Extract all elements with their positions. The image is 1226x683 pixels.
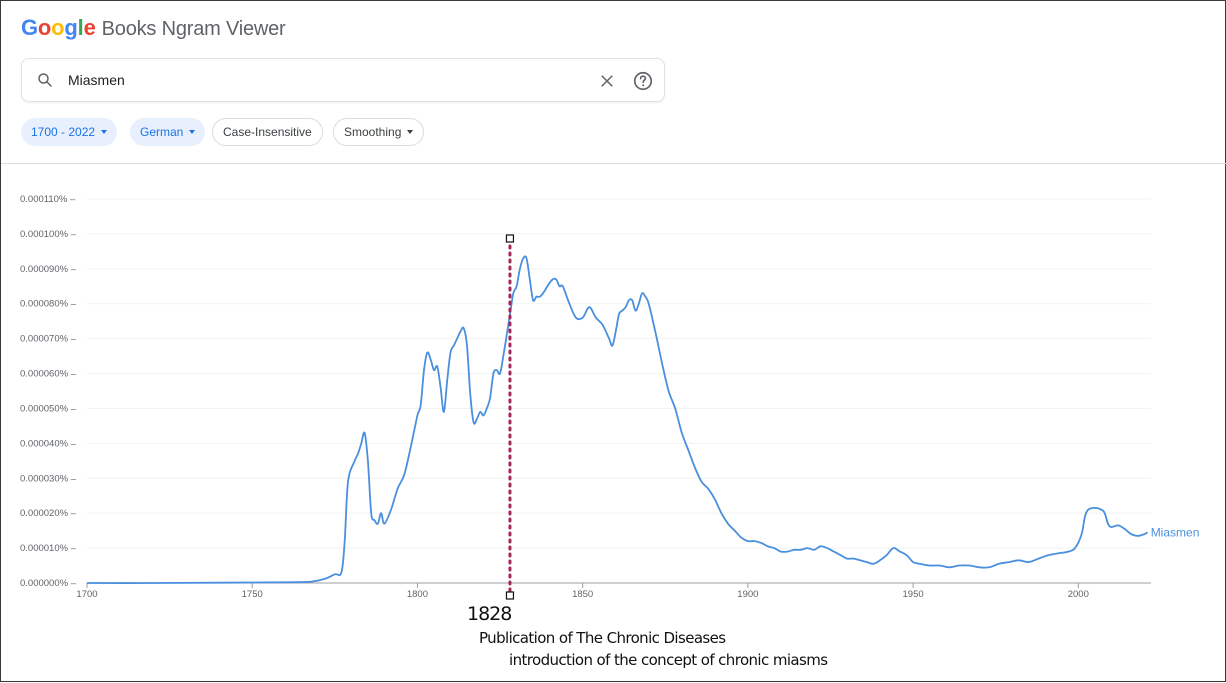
marker-handle-bottom	[505, 591, 515, 600]
corpus-label: German	[140, 125, 184, 139]
y-tick-label: 0.000030% –	[20, 473, 77, 484]
app-header: Google Books Ngram Viewer 1700 - 2022 Ge…	[1, 1, 1226, 164]
x-tick-label: 1850	[572, 589, 593, 600]
x-tick-label: 2000	[1068, 589, 1089, 600]
corpus-dropdown[interactable]: German	[130, 118, 206, 146]
y-tick-label: 0.000050% –	[20, 403, 77, 414]
x-tick-label: 1950	[903, 589, 924, 600]
case-insensitive-toggle[interactable]: Case-Insensitive	[212, 118, 323, 146]
x-tick-label: 1750	[242, 589, 263, 600]
year-range-label: 1700 - 2022	[31, 125, 96, 139]
smoothing-label: Smoothing	[344, 125, 402, 139]
chevron-down-icon	[189, 130, 196, 134]
case-insensitive-label: Case-Insensitive	[223, 125, 312, 139]
series-line-miasmen	[86, 255, 1149, 584]
annotation-publication: Publication of The Chronic Diseases	[479, 629, 726, 647]
y-tick-label: 0.000040% –	[20, 438, 77, 449]
y-tick-label: 0.000020% –	[20, 508, 77, 519]
help-icon[interactable]	[632, 70, 654, 92]
y-tick-label: 0.000010% –	[20, 543, 77, 554]
y-tick-label: 0.000070% –	[20, 334, 77, 345]
y-tick-label: 0.000060% –	[20, 369, 77, 380]
ngram-chart-svg: 0.000000% – 0.000010% – 0.000020% – 0.00003…	[20, 194, 1200, 600]
marker-handle-top	[505, 234, 515, 243]
google-books-ngram-logo[interactable]: Google Books Ngram Viewer	[21, 15, 286, 41]
x-tick-label: 1900	[737, 589, 758, 600]
x-tick-label: 1700	[76, 589, 97, 600]
smoothing-dropdown[interactable]: Smoothing	[333, 118, 425, 146]
y-tick-label: 0.000000% –	[20, 578, 77, 589]
google-wordmark: Google	[21, 15, 96, 40]
y-tick-label: 0.000090% –	[20, 264, 77, 275]
y-tick-label: 0.000110% –	[20, 194, 76, 205]
chevron-down-icon	[101, 130, 108, 134]
search-input[interactable]	[68, 70, 568, 90]
x-tick-label: 1800	[407, 589, 428, 600]
series-label: Miasmen	[1151, 525, 1200, 539]
search-icon	[38, 73, 52, 87]
annotation-year: 1828	[467, 603, 512, 625]
year-range-dropdown[interactable]: 1700 - 2022	[21, 118, 118, 146]
ngram-chart: 0.000000% – 0.000010% – 0.000020% – 0.00003…	[1, 164, 1226, 683]
app-title: Books Ngram Viewer	[101, 18, 286, 40]
annotation-concept: introduction of the concept of chronic m…	[509, 651, 828, 669]
y-tick-label: 0.000080% –	[20, 299, 77, 310]
y-tick-label: 0.000100% –	[20, 229, 77, 240]
close-icon[interactable]	[598, 72, 616, 90]
search-box[interactable]	[21, 58, 665, 102]
chevron-down-icon	[407, 130, 414, 134]
